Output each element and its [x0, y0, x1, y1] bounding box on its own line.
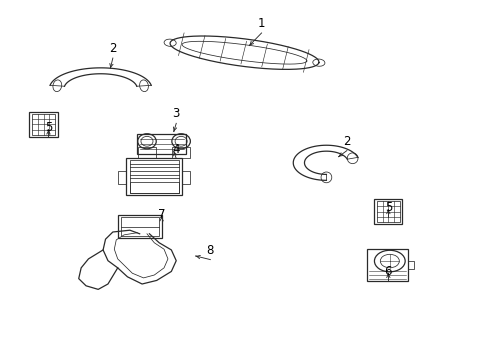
Bar — [171, 147, 190, 158]
Bar — [376, 201, 399, 222]
Text: 5: 5 — [384, 201, 391, 214]
Text: 2: 2 — [343, 135, 350, 148]
Bar — [126, 158, 182, 195]
Text: 2: 2 — [109, 42, 116, 55]
Bar — [118, 171, 126, 184]
Text: 3: 3 — [172, 108, 180, 121]
Bar — [29, 112, 58, 137]
Bar — [407, 261, 413, 269]
Text: 1: 1 — [257, 17, 265, 30]
Text: 4: 4 — [172, 143, 180, 156]
Bar — [32, 114, 55, 135]
Bar — [137, 134, 185, 154]
Bar — [129, 182, 179, 193]
Text: 5: 5 — [45, 121, 52, 134]
Bar — [118, 215, 161, 238]
Bar — [373, 199, 402, 225]
Bar — [366, 249, 407, 282]
Bar — [138, 147, 156, 158]
Text: 7: 7 — [158, 208, 165, 221]
Bar — [129, 160, 179, 193]
Text: 8: 8 — [206, 244, 214, 257]
Bar — [121, 217, 158, 236]
Text: 6: 6 — [384, 265, 391, 278]
Bar — [182, 171, 190, 184]
